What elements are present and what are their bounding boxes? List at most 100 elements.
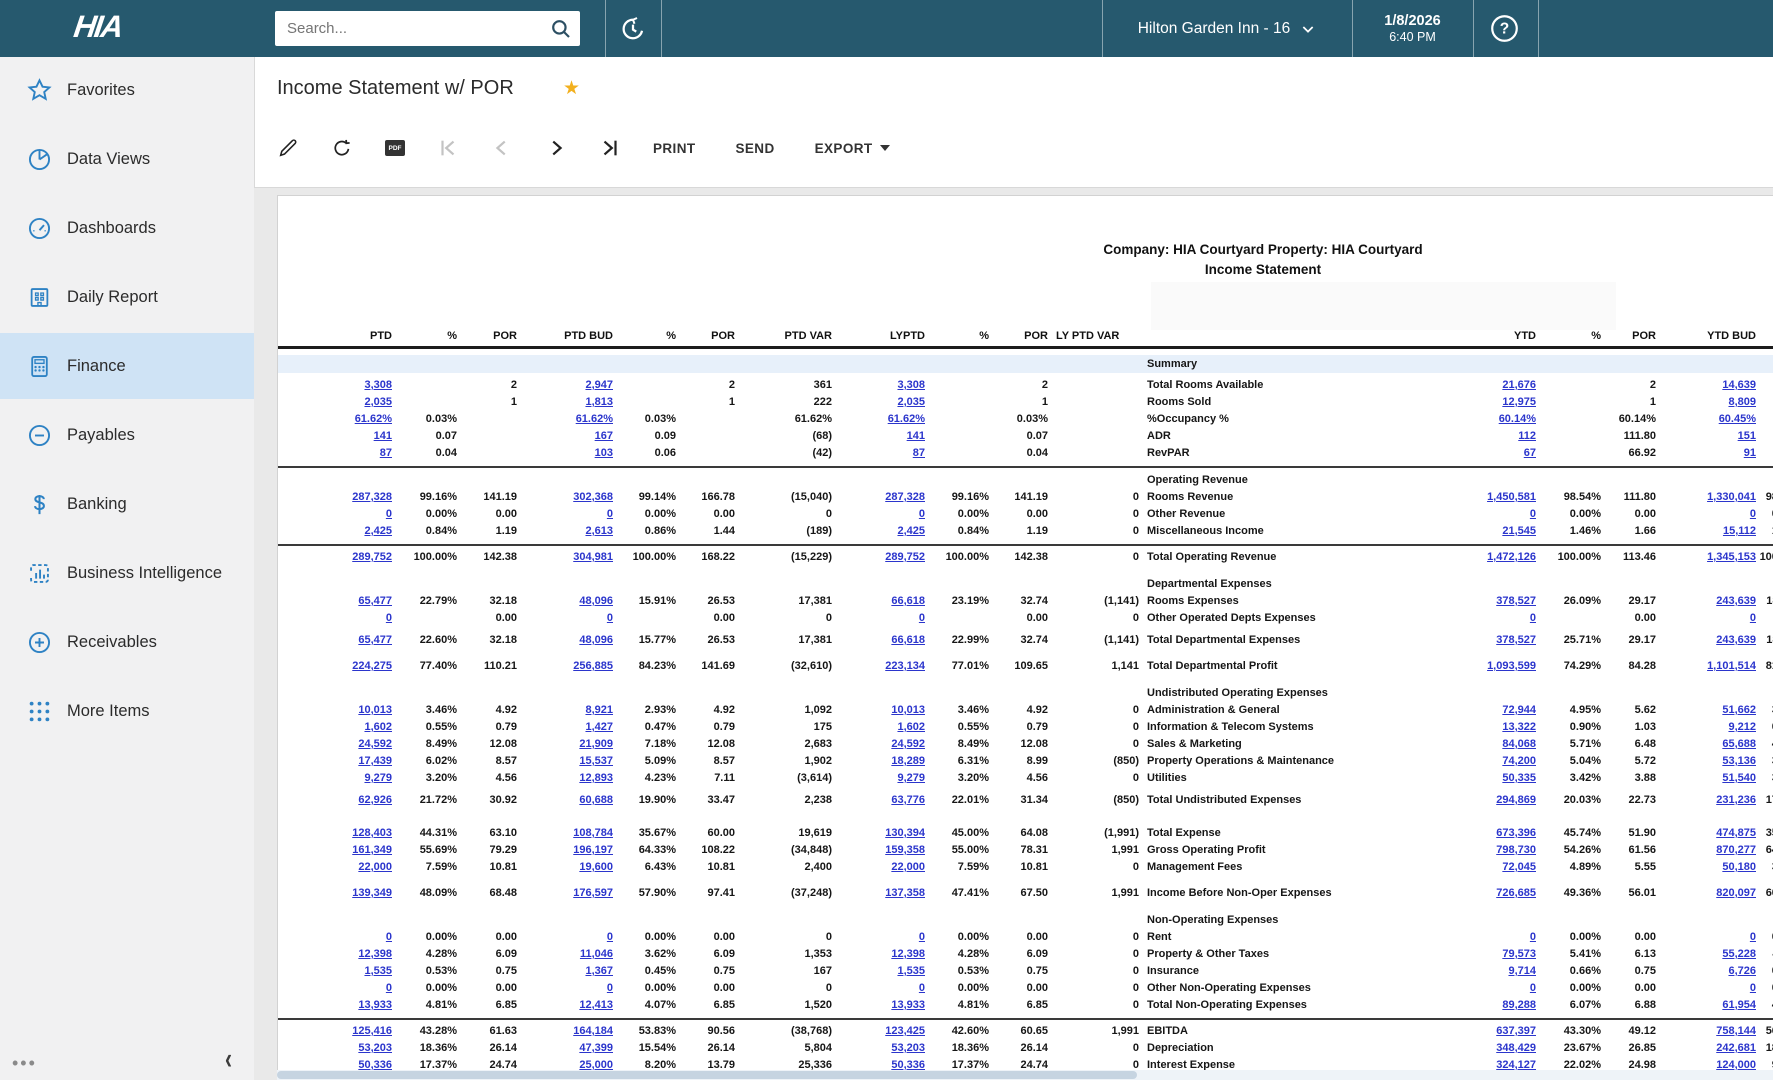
amount-link[interactable]: 17,439: [358, 755, 392, 767]
amount-link[interactable]: 62,926: [358, 794, 392, 806]
amount-link[interactable]: 0: [1529, 612, 1536, 624]
amount-link[interactable]: 13,933: [358, 999, 392, 1011]
amount-link[interactable]: 870,277: [1716, 844, 1756, 856]
amount-link[interactable]: 0: [918, 931, 925, 943]
amount-link[interactable]: 12,975: [1502, 396, 1536, 408]
next-page-icon[interactable]: [545, 137, 567, 159]
amount-link[interactable]: 304,981: [573, 551, 613, 563]
amount-link[interactable]: 9,212: [1728, 721, 1756, 733]
amount-link[interactable]: 65,688: [1722, 738, 1756, 750]
amount-link[interactable]: 22,000: [358, 861, 392, 873]
previous-page-icon[interactable]: [491, 137, 513, 159]
amount-link[interactable]: 50,336: [891, 1059, 925, 1071]
amount-link[interactable]: 348,429: [1496, 1042, 1536, 1054]
amount-link[interactable]: 1,450,581: [1487, 491, 1536, 503]
amount-link[interactable]: 0: [606, 931, 613, 943]
export-button[interactable]: EXPORT: [815, 141, 890, 156]
amount-link[interactable]: 294,869: [1496, 794, 1536, 806]
amount-link[interactable]: 24,592: [891, 738, 925, 750]
hia-logo[interactable]: HIA: [71, 9, 124, 44]
amount-link[interactable]: 60.45%: [1718, 413, 1756, 425]
amount-link[interactable]: 164,184: [573, 1025, 613, 1037]
amount-link[interactable]: 1,427: [585, 721, 613, 733]
amount-link[interactable]: 66,618: [891, 634, 925, 646]
amount-link[interactable]: 137,358: [885, 887, 925, 899]
sidebar-item-favorites[interactable]: Favorites: [0, 57, 254, 123]
amount-link[interactable]: 9,714: [1508, 965, 1536, 977]
amount-link[interactable]: 12,398: [358, 948, 392, 960]
amount-link[interactable]: 0: [606, 508, 613, 520]
amount-link[interactable]: 10,013: [891, 704, 925, 716]
amount-link[interactable]: 820,097: [1716, 887, 1756, 899]
amount-link[interactable]: 0: [918, 612, 925, 624]
amount-link[interactable]: 1,093,599: [1487, 660, 1536, 672]
amount-link[interactable]: 103: [594, 447, 613, 459]
amount-link[interactable]: 53,203: [891, 1042, 925, 1054]
amount-link[interactable]: 61,954: [1722, 999, 1756, 1011]
amount-link[interactable]: 3,308: [364, 379, 392, 391]
amount-link[interactable]: 1,367: [585, 965, 613, 977]
sidebar-overflow-dots[interactable]: •••: [12, 1053, 37, 1073]
amount-link[interactable]: 21,676: [1502, 379, 1536, 391]
amount-link[interactable]: 256,885: [573, 660, 613, 672]
amount-link[interactable]: 89,288: [1502, 999, 1536, 1011]
amount-link[interactable]: 2,425: [897, 525, 925, 537]
amount-link[interactable]: 50,335: [1502, 772, 1536, 784]
amount-link[interactable]: 223,134: [885, 660, 925, 672]
amount-link[interactable]: 2,947: [585, 379, 613, 391]
amount-link[interactable]: 18,289: [891, 755, 925, 767]
amount-link[interactable]: 0: [1749, 508, 1756, 520]
amount-link[interactable]: 1,472,126: [1487, 551, 1536, 563]
amount-link[interactable]: 0: [385, 508, 392, 520]
sidebar-item-more-items[interactable]: More Items: [0, 678, 254, 744]
sidebar-item-finance[interactable]: Finance: [0, 333, 254, 399]
amount-link[interactable]: 1,101,514: [1707, 660, 1756, 672]
amount-link[interactable]: 1,813: [585, 396, 613, 408]
amount-link[interactable]: 0: [606, 982, 613, 994]
sidebar-item-data-views[interactable]: Data Views: [0, 126, 254, 192]
amount-link[interactable]: 19,600: [579, 861, 613, 873]
amount-link[interactable]: 0: [385, 612, 392, 624]
history-icon[interactable]: [618, 14, 648, 44]
amount-link[interactable]: 167: [594, 430, 613, 442]
amount-link[interactable]: 324,127: [1496, 1059, 1536, 1071]
amount-link[interactable]: 67: [1523, 447, 1536, 459]
amount-link[interactable]: 84,068: [1502, 738, 1536, 750]
amount-link[interactable]: 63,776: [891, 794, 925, 806]
amount-link[interactable]: 87: [912, 447, 925, 459]
sidebar-collapse-chevron-icon[interactable]: ‹: [225, 1043, 232, 1076]
amount-link[interactable]: 47,399: [579, 1042, 613, 1054]
amount-link[interactable]: 0: [1529, 931, 1536, 943]
amount-link[interactable]: 1,602: [897, 721, 925, 733]
pdf-icon[interactable]: PDF: [385, 140, 405, 156]
amount-link[interactable]: 3,308: [897, 379, 925, 391]
amount-link[interactable]: 61.62%: [887, 413, 925, 425]
sidebar-item-payables[interactable]: Payables: [0, 402, 254, 468]
amount-link[interactable]: 91: [1743, 447, 1756, 459]
amount-link[interactable]: 125,416: [352, 1025, 392, 1037]
amount-link[interactable]: 8,809: [1728, 396, 1756, 408]
amount-link[interactable]: 61.62%: [354, 413, 392, 425]
amount-link[interactable]: 726,685: [1496, 887, 1536, 899]
amount-link[interactable]: 13,933: [891, 999, 925, 1011]
print-button[interactable]: PRINT: [653, 140, 696, 156]
amount-link[interactable]: 8,921: [585, 704, 613, 716]
amount-link[interactable]: 21,909: [579, 738, 613, 750]
amount-link[interactable]: 53,136: [1722, 755, 1756, 767]
amount-link[interactable]: 1,535: [364, 965, 392, 977]
amount-link[interactable]: 287,328: [352, 491, 392, 503]
amount-link[interactable]: 60.14%: [1498, 413, 1536, 425]
amount-link[interactable]: 108,784: [573, 827, 613, 839]
amount-link[interactable]: 65,477: [358, 634, 392, 646]
amount-link[interactable]: 50,336: [358, 1059, 392, 1071]
sidebar-item-daily-report[interactable]: Daily Report: [0, 264, 254, 330]
amount-link[interactable]: 48,096: [579, 595, 613, 607]
amount-link[interactable]: 1,535: [897, 965, 925, 977]
amount-link[interactable]: 1,602: [364, 721, 392, 733]
amount-link[interactable]: 758,144: [1716, 1025, 1756, 1037]
amount-link[interactable]: 12,893: [579, 772, 613, 784]
amount-link[interactable]: 2,425: [364, 525, 392, 537]
amount-link[interactable]: 0: [606, 612, 613, 624]
amount-link[interactable]: 196,197: [573, 844, 613, 856]
amount-link[interactable]: 798,730: [1496, 844, 1536, 856]
